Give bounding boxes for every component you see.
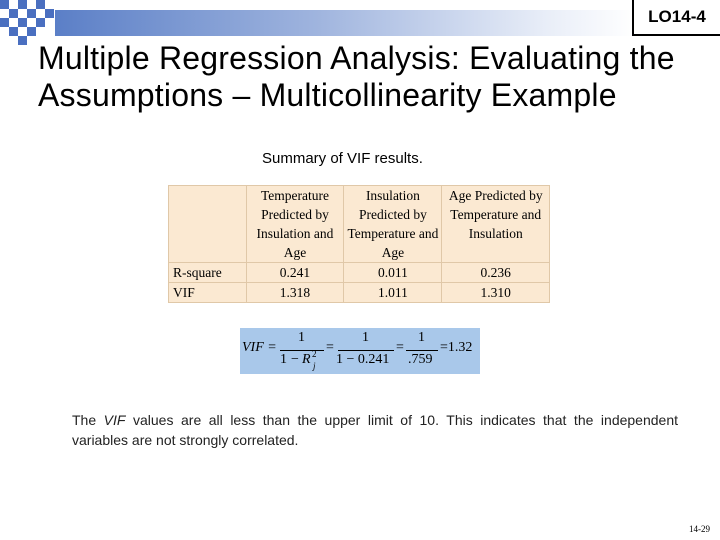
- table-header-cell: Age Predicted by Temperature and Insulat…: [441, 185, 550, 263]
- fraction-bar: [338, 350, 394, 351]
- formula-r: R: [302, 352, 311, 367]
- formula-denominator-3: .759: [408, 352, 433, 367]
- table-cell: 1.318: [245, 282, 345, 303]
- row-label-vif: VIF: [168, 282, 247, 303]
- table-cell: 1.310: [441, 282, 550, 303]
- explanation-text-start: The: [72, 412, 104, 428]
- formula-r-sub: j: [313, 361, 316, 371]
- header-gradient-bar: [55, 10, 635, 36]
- formula-lhs: VIF =: [242, 340, 277, 355]
- checker-pattern: [0, 0, 62, 45]
- slide-subtitle: Summary of VIF results.: [262, 150, 423, 167]
- formula-result: =1.32: [440, 340, 473, 355]
- table-cell: 0.011: [343, 262, 443, 283]
- formula-equals-2: =: [326, 340, 334, 355]
- table-cell: 0.241: [245, 262, 345, 283]
- learning-objective-label: LO14-4: [632, 0, 720, 36]
- table-cell: 0.236: [441, 262, 550, 283]
- formula-numerator-3: 1: [418, 330, 425, 345]
- fraction-bar: [280, 350, 324, 351]
- formula-numerator-1: 1: [298, 330, 305, 345]
- page-number: 14-29: [689, 524, 710, 534]
- explanation-text-end: values are all less than the upper limit…: [72, 412, 679, 448]
- table-row: VIF 1.318 1.011 1.310: [168, 282, 550, 303]
- vif-formula: VIF = 1 1 − R 2 j = 1 1 − 0.241 = 1 .759…: [240, 328, 480, 374]
- formula-equals-3: =: [396, 340, 404, 355]
- table-header-cell: Temperature Predicted by Insulation and …: [245, 185, 345, 263]
- formula-numerator-2: 1: [362, 330, 369, 345]
- formula-denominator-2: 1 − 0.241: [336, 352, 390, 367]
- explanation-vif-term: VIF: [103, 412, 126, 428]
- slide-title: Multiple Regression Analysis: Evaluating…: [38, 40, 675, 113]
- formula-minus: −: [291, 352, 299, 367]
- table-header-row: Temperature Predicted by Insulation and …: [168, 185, 550, 263]
- formula-r-sup: 2: [312, 349, 317, 359]
- vif-summary-table: Temperature Predicted by Insulation and …: [168, 185, 550, 303]
- table-header-cell: [168, 185, 247, 263]
- fraction-bar: [406, 350, 438, 351]
- table-header-cell: Insulation Predicted by Temperature and …: [343, 185, 443, 263]
- table-cell: 1.011: [343, 282, 443, 303]
- formula-denominator-1a: 1: [280, 352, 287, 367]
- table-row: R-square 0.241 0.011 0.236: [168, 262, 550, 283]
- row-label-r-square: R-square: [168, 262, 247, 283]
- top-decoration: [0, 0, 720, 45]
- explanation-paragraph: The VIF values are all less than the upp…: [72, 410, 678, 450]
